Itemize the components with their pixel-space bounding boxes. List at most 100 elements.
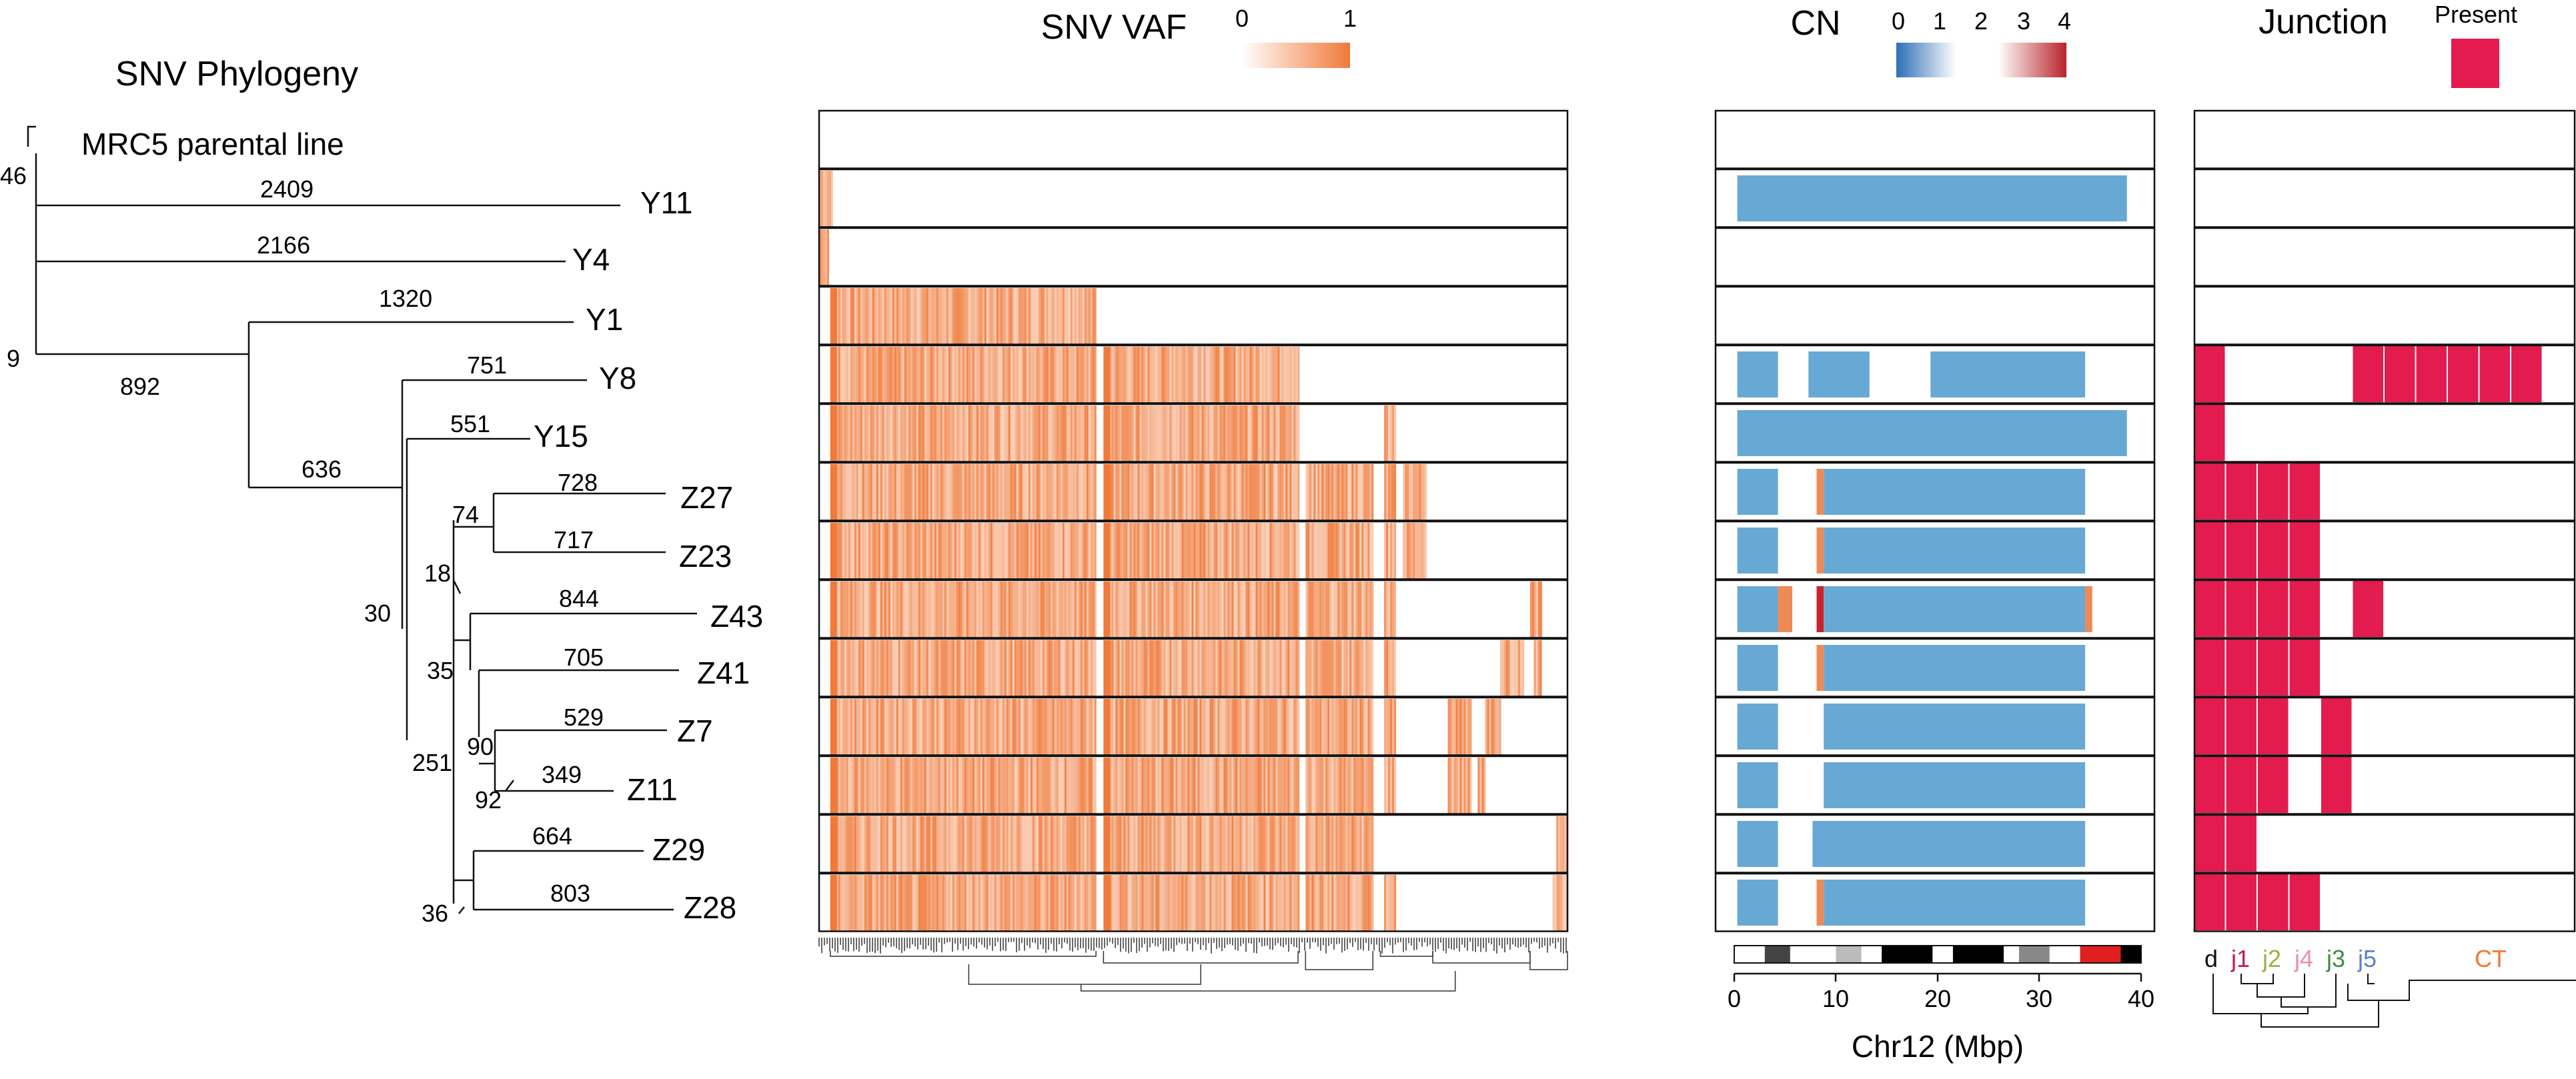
junction-cell	[2258, 522, 2289, 578]
vaf-stripe	[1315, 816, 1318, 872]
vaf-stripe	[1199, 816, 1202, 872]
vaf-stripe	[1117, 464, 1120, 520]
vaf-stripe	[1119, 699, 1122, 755]
vaf-stripe	[1229, 816, 1232, 872]
vaf-stripe	[864, 464, 866, 520]
vaf-stripe	[1014, 405, 1017, 461]
vaf-stripe	[948, 288, 950, 344]
vaf-stripe	[1072, 347, 1075, 403]
vaf-stripe	[870, 405, 872, 461]
vaf-stripe	[1125, 405, 1128, 461]
vaf-stripe	[1064, 582, 1067, 638]
vaf-stripe	[1074, 758, 1077, 814]
vaf-stripe	[1179, 699, 1182, 755]
vaf-stripe	[1251, 640, 1254, 696]
vaf-stripe	[1307, 464, 1310, 520]
vaf-stripe	[1163, 464, 1166, 520]
vaf-stripe	[978, 758, 981, 814]
vaf-stripe	[1094, 582, 1097, 638]
vaf-stripe	[1279, 523, 1282, 579]
cn-segment-loss	[1808, 351, 1870, 397]
vaf-stripe	[1129, 523, 1132, 579]
vaf-stripe	[1111, 464, 1114, 520]
vaf-stripe	[1163, 640, 1166, 696]
vaf-stripe	[1295, 523, 1298, 579]
cn-segment-loss	[1737, 762, 1778, 808]
vaf-stripe	[910, 523, 912, 579]
vaf-stripe	[1121, 523, 1124, 579]
cn-row	[1714, 285, 2156, 345]
vaf-stripe	[1052, 464, 1055, 520]
vaf-stripe	[1259, 405, 1262, 461]
vaf-stripe	[938, 523, 940, 579]
vaf-stripe	[1030, 523, 1033, 579]
vaf-stripe	[920, 288, 922, 344]
cn-segment-amp	[1816, 586, 1824, 632]
vaf-stripe	[856, 523, 858, 579]
vaf-stripe	[870, 816, 872, 872]
vaf-stripe	[1297, 875, 1300, 931]
vaf-stripe	[874, 699, 876, 755]
vaf-stripe	[1233, 523, 1236, 579]
vaf-stripe	[1143, 816, 1146, 872]
vaf-stripe	[1241, 405, 1244, 461]
vaf-stripe	[1345, 875, 1348, 931]
vaf-stripe	[966, 699, 969, 755]
vaf-stripe	[1271, 582, 1274, 638]
vaf-stripe	[827, 171, 829, 227]
vaf-stripe	[960, 640, 962, 696]
vaf-stripe	[1307, 875, 1310, 931]
vaf-stripe	[964, 816, 967, 872]
vaf-stripe	[1221, 464, 1224, 520]
vaf-stripe	[1337, 523, 1340, 579]
vaf-stripe	[908, 523, 910, 579]
vaf-stripe	[1388, 699, 1391, 755]
vaf-stripe	[1197, 405, 1200, 461]
vaf-stripe	[1068, 699, 1071, 755]
vaf-stripe	[1197, 582, 1200, 638]
vaf-stripe	[936, 464, 938, 520]
vaf-stripe	[1147, 816, 1150, 872]
vaf-stripe	[1386, 875, 1389, 931]
vaf-stripe	[936, 347, 938, 403]
vaf-stripe	[912, 523, 914, 579]
vaf-stripe	[1022, 405, 1025, 461]
vaf-stripe	[1117, 640, 1120, 696]
cn-row	[1714, 344, 2156, 404]
vaf-stripe	[1074, 875, 1077, 931]
vaf-stripe	[982, 405, 985, 461]
vaf-stripe	[908, 640, 910, 696]
vaf-stripe	[914, 288, 916, 344]
vaf-stripe	[1351, 523, 1354, 579]
vaf-stripe	[964, 288, 967, 344]
vaf-stripe	[838, 816, 840, 872]
vaf-stripe	[1131, 758, 1134, 814]
vaf-stripe	[1173, 523, 1176, 579]
vaf-stripe	[870, 347, 872, 403]
vaf-stripe	[1072, 464, 1075, 520]
vaf-stripe	[1153, 523, 1156, 579]
vaf-stripe	[856, 640, 858, 696]
vaf-stripe	[1233, 758, 1236, 814]
vaf-stripe	[970, 464, 973, 520]
vaf-stripe	[1042, 875, 1045, 931]
vaf-title: SNV VAF	[1041, 8, 1187, 47]
junction-cell	[2226, 640, 2257, 696]
vaf-row	[818, 168, 1569, 228]
vaf-stripe	[1329, 816, 1332, 872]
vaf-stripe	[926, 758, 928, 814]
vaf-stripe	[1337, 464, 1340, 520]
vaf-stripe	[992, 347, 995, 403]
vaf-stripe	[1261, 640, 1264, 696]
vaf-stripe	[1371, 464, 1374, 520]
vaf-stripe	[906, 816, 908, 872]
ideogram-band	[1952, 946, 2004, 963]
vaf-stripe	[1353, 464, 1356, 520]
vaf-stripe	[892, 699, 894, 755]
vaf-stripe	[1044, 699, 1047, 755]
vaf-stripe	[1191, 816, 1194, 872]
vaf-stripe	[894, 875, 896, 931]
vaf-stripe	[1193, 347, 1196, 403]
vaf-stripe	[934, 523, 936, 579]
vaf-stripe	[848, 464, 850, 520]
